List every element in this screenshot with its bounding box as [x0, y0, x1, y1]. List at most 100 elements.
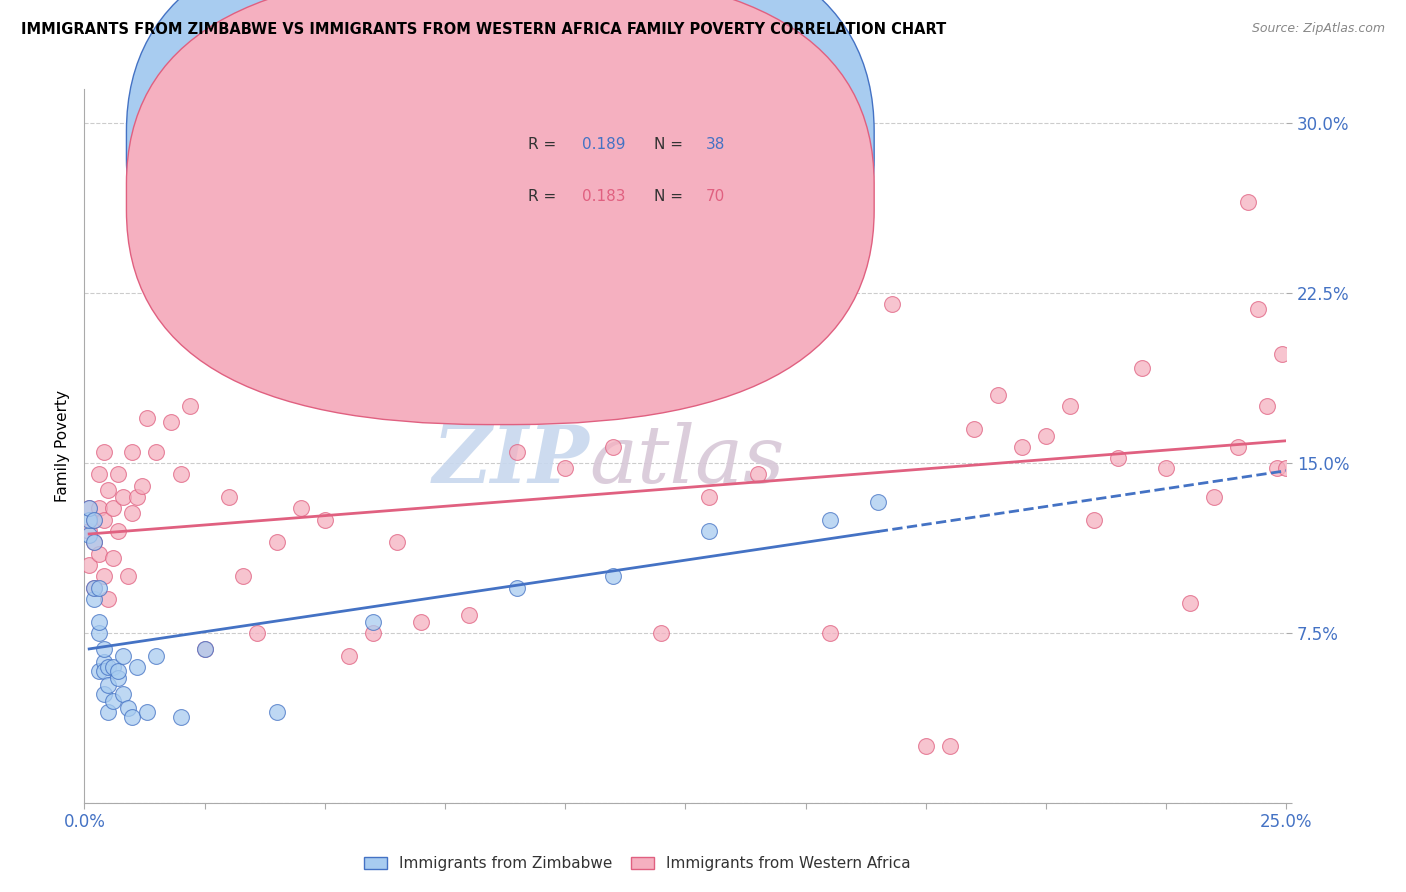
- Point: [103, 501, 125, 516]
- Point: [266, 535, 288, 549]
- Point: [93, 569, 115, 583]
- Point: [699, 490, 721, 504]
- Point: [290, 501, 312, 516]
- Point: [1237, 195, 1260, 210]
- Point: [337, 648, 360, 663]
- Point: [361, 615, 384, 629]
- Point: [385, 535, 408, 549]
- Point: [77, 501, 100, 516]
- Point: [1156, 460, 1178, 475]
- Point: [87, 547, 110, 561]
- Point: [83, 581, 105, 595]
- Point: [169, 709, 191, 723]
- Point: [103, 660, 125, 674]
- Point: [232, 569, 254, 583]
- Point: [361, 626, 384, 640]
- Point: [818, 626, 841, 640]
- Point: [1035, 429, 1057, 443]
- Point: [1130, 360, 1153, 375]
- Point: [83, 535, 105, 549]
- Point: [127, 490, 149, 504]
- Point: [121, 444, 143, 458]
- Point: [103, 551, 125, 566]
- Point: [93, 687, 115, 701]
- Point: [97, 660, 120, 674]
- Point: [963, 422, 986, 436]
- Point: [1246, 301, 1268, 316]
- Point: [1227, 440, 1250, 454]
- Point: [83, 535, 105, 549]
- Point: [650, 626, 672, 640]
- Point: [83, 591, 105, 606]
- Point: [117, 569, 139, 583]
- Text: ZIP: ZIP: [433, 422, 589, 499]
- Text: 38: 38: [706, 137, 725, 153]
- Text: Source: ZipAtlas.com: Source: ZipAtlas.com: [1251, 22, 1385, 36]
- Point: [93, 665, 115, 679]
- Point: [77, 501, 100, 516]
- FancyBboxPatch shape: [478, 102, 839, 223]
- Point: [77, 528, 100, 542]
- Point: [97, 483, 120, 498]
- Point: [160, 415, 183, 429]
- Point: [93, 656, 115, 670]
- Point: [107, 671, 129, 685]
- Text: atlas: atlas: [589, 422, 785, 499]
- Point: [117, 700, 139, 714]
- Point: [97, 678, 120, 692]
- Point: [218, 490, 240, 504]
- Text: IMMIGRANTS FROM ZIMBABWE VS IMMIGRANTS FROM WESTERN AFRICA FAMILY POVERTY CORREL: IMMIGRANTS FROM ZIMBABWE VS IMMIGRANTS F…: [21, 22, 946, 37]
- Point: [135, 410, 157, 425]
- Point: [83, 513, 105, 527]
- Point: [939, 739, 962, 754]
- Legend: Immigrants from Zimbabwe, Immigrants from Western Africa: Immigrants from Zimbabwe, Immigrants fro…: [359, 850, 917, 877]
- Text: 70: 70: [706, 189, 725, 204]
- Point: [93, 641, 115, 656]
- Point: [121, 709, 143, 723]
- Point: [83, 513, 105, 527]
- Point: [107, 467, 129, 482]
- Point: [1107, 451, 1129, 466]
- Point: [194, 641, 217, 656]
- Point: [145, 444, 167, 458]
- Point: [1256, 400, 1278, 414]
- Point: [866, 494, 889, 508]
- Point: [93, 513, 115, 527]
- Text: 0.189: 0.189: [582, 137, 626, 153]
- Point: [554, 460, 576, 475]
- Point: [818, 513, 841, 527]
- Point: [169, 467, 191, 482]
- Point: [1265, 460, 1288, 475]
- Y-axis label: Family Poverty: Family Poverty: [55, 390, 70, 502]
- Point: [409, 615, 432, 629]
- Point: [77, 524, 100, 538]
- Point: [506, 444, 529, 458]
- Point: [987, 388, 1010, 402]
- Point: [83, 581, 105, 595]
- Point: [1271, 347, 1294, 361]
- Point: [111, 687, 134, 701]
- Point: [602, 569, 624, 583]
- Point: [747, 467, 769, 482]
- Point: [87, 615, 110, 629]
- Text: R =: R =: [527, 137, 557, 153]
- Point: [246, 626, 269, 640]
- Point: [458, 607, 481, 622]
- Point: [111, 648, 134, 663]
- Point: [699, 524, 721, 538]
- Point: [77, 558, 100, 572]
- Point: [314, 513, 336, 527]
- Point: [1059, 400, 1081, 414]
- Point: [77, 513, 100, 527]
- Point: [842, 252, 865, 266]
- Point: [145, 648, 167, 663]
- Point: [179, 400, 201, 414]
- Point: [135, 705, 157, 719]
- Point: [882, 297, 904, 311]
- FancyBboxPatch shape: [127, 0, 875, 425]
- Text: N =: N =: [654, 137, 683, 153]
- FancyBboxPatch shape: [127, 0, 875, 373]
- Point: [103, 694, 125, 708]
- Point: [1011, 440, 1033, 454]
- Point: [1204, 490, 1226, 504]
